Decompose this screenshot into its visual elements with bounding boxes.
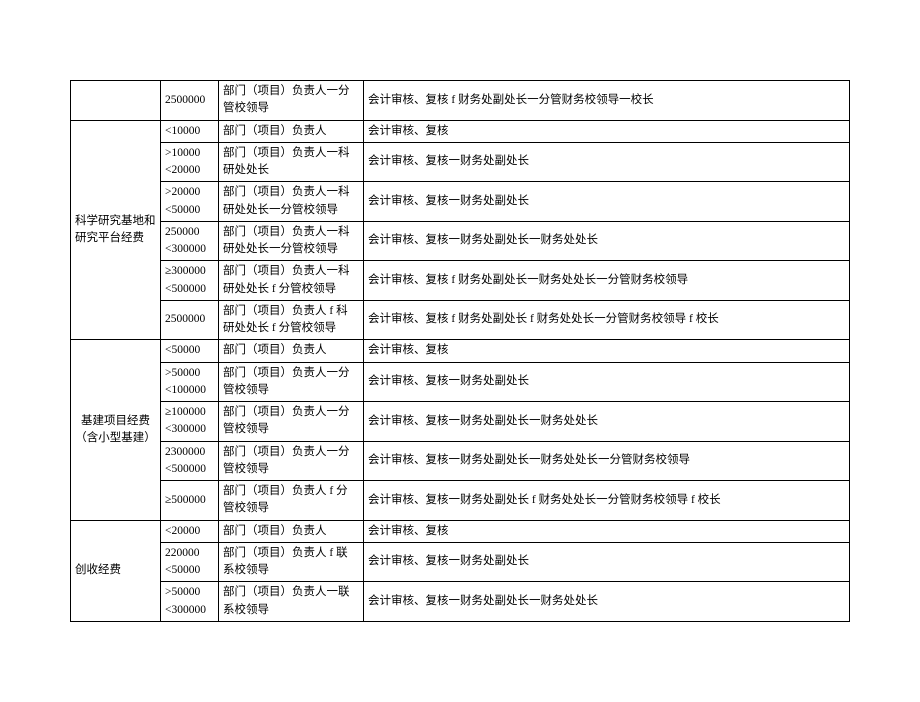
finance-cell: 会计审核、复核一财务处副处长一财务处处长一分管财务校领导 xyxy=(364,441,850,481)
approval-cell: 部门（项目）负责人一联系校领导 xyxy=(219,582,364,622)
amount-cell: 220000 <50000 xyxy=(161,542,219,582)
approval-cell: 部门（项目）负责人 f 分管校领导 xyxy=(219,481,364,521)
finance-cell: 会计审核、复核 f 财务处副处长一分管财务校领导一校长 xyxy=(364,81,850,121)
table-row: >50000 <300000部门（项目）负责人一联系校领导会计审核、复核一财务处… xyxy=(71,582,850,622)
finance-cell: 会计审核、复核一财务处副处长 xyxy=(364,542,850,582)
approval-cell: 部门（项目）负责人一分管校领导 xyxy=(219,362,364,402)
category-cell xyxy=(71,81,161,121)
amount-cell: >50000 <100000 xyxy=(161,362,219,402)
table-row: 220000 <50000部门（项目）负责人 f 联系校领导会计审核、复核一财务… xyxy=(71,542,850,582)
finance-cell: 会计审核、复核 xyxy=(364,120,850,142)
amount-cell: 2500000 xyxy=(161,81,219,121)
table-row: ≥500000部门（项目）负责人 f 分管校领导会计审核、复核一财务处副处长 f… xyxy=(71,481,850,521)
amount-cell: ≥500000 xyxy=(161,481,219,521)
table-row: ≥100000 <300000部门（项目）负责人一分管校领导会计审核、复核一财务… xyxy=(71,402,850,442)
finance-cell: 会计审核、复核一财务处副处长一财务处处长 xyxy=(364,582,850,622)
category-cell: 基建项目经费（含小型基建） xyxy=(71,340,161,520)
finance-cell: 会计审核、复核一财务处副处长一财务处处长 xyxy=(364,221,850,261)
table-row: >50000 <100000部门（项目）负责人一分管校领导会计审核、复核一财务处… xyxy=(71,362,850,402)
table-row: 2300000 <500000部门（项目）负责人一分管校领导会计审核、复核一财务… xyxy=(71,441,850,481)
table-row: >20000 <50000部门（项目）负责人一科研处处长一分管校领导会计审核、复… xyxy=(71,182,850,222)
amount-cell: 2300000 <500000 xyxy=(161,441,219,481)
finance-cell: 会计审核、复核 xyxy=(364,340,850,362)
approval-cell: 部门（项目）负责人一分管校领导 xyxy=(219,441,364,481)
amount-cell: ≥100000 <300000 xyxy=(161,402,219,442)
finance-cell: 会计审核、复核一财务处副处长一财务处处长 xyxy=(364,402,850,442)
table-row: ≥300000 <500000部门（项目）负责人一科研处处长 f 分管校领导会计… xyxy=(71,261,850,301)
amount-cell: ≥300000 <500000 xyxy=(161,261,219,301)
finance-cell: 会计审核、复核 f 财务处副处长 f 财务处处长一分管财务校领导 f 校长 xyxy=(364,300,850,340)
category-cell: 科学研究基地和研究平台经费 xyxy=(71,120,161,340)
approval-cell: 部门（项目）负责人一科研处处长一分管校领导 xyxy=(219,221,364,261)
amount-cell: <20000 xyxy=(161,520,219,542)
amount-cell: >20000 <50000 xyxy=(161,182,219,222)
table-row: 基建项目经费（含小型基建）<50000部门（项目）负责人会计审核、复核 xyxy=(71,340,850,362)
finance-cell: 会计审核、复核一财务处副处长 xyxy=(364,142,850,182)
approval-cell: 部门（项目）负责人 xyxy=(219,340,364,362)
approval-cell: 部门（项目）负责人 f 联系校领导 xyxy=(219,542,364,582)
table-row: 2500000部门（项目）负责人 f 科研处处长 f 分管校领导会计审核、复核 … xyxy=(71,300,850,340)
finance-cell: 会计审核、复核 xyxy=(364,520,850,542)
approval-cell: 部门（项目）负责人一分管校领导 xyxy=(219,402,364,442)
amount-cell: <50000 xyxy=(161,340,219,362)
approval-cell: 部门（项目）负责人 xyxy=(219,120,364,142)
table-row: 创收经费<20000部门（项目）负责人会计审核、复核 xyxy=(71,520,850,542)
amount-cell: 2500000 xyxy=(161,300,219,340)
finance-cell: 会计审核、复核一财务处副处长 xyxy=(364,182,850,222)
approval-cell: 部门（项目）负责人一科研处处长一分管校领导 xyxy=(219,182,364,222)
approval-cell: 部门（项目）负责人一科研处处长 f 分管校领导 xyxy=(219,261,364,301)
table-row: >10000 <20000部门（项目）负责人一科研处处长会计审核、复核一财务处副… xyxy=(71,142,850,182)
approval-cell: 部门（项目）负责人一科研处处长 xyxy=(219,142,364,182)
approval-table: 2500000部门（项目）负责人一分管校领导会计审核、复核 f 财务处副处长一分… xyxy=(70,80,850,622)
amount-cell: <10000 xyxy=(161,120,219,142)
table-row: 250000 <300000部门（项目）负责人一科研处处长一分管校领导会计审核、… xyxy=(71,221,850,261)
category-cell: 创收经费 xyxy=(71,520,161,621)
finance-cell: 会计审核、复核 f 财务处副处长一财务处处长一分管财务校领导 xyxy=(364,261,850,301)
table-row: 科学研究基地和研究平台经费<10000部门（项目）负责人会计审核、复核 xyxy=(71,120,850,142)
finance-cell: 会计审核、复核一财务处副处长 xyxy=(364,362,850,402)
amount-cell: 250000 <300000 xyxy=(161,221,219,261)
amount-cell: >50000 <300000 xyxy=(161,582,219,622)
amount-cell: >10000 <20000 xyxy=(161,142,219,182)
finance-cell: 会计审核、复核一财务处副处长 f 财务处处长一分管财务校领导 f 校长 xyxy=(364,481,850,521)
approval-cell: 部门（项目）负责人 xyxy=(219,520,364,542)
approval-cell: 部门（项目）负责人一分管校领导 xyxy=(219,81,364,121)
table-row: 2500000部门（项目）负责人一分管校领导会计审核、复核 f 财务处副处长一分… xyxy=(71,81,850,121)
approval-cell: 部门（项目）负责人 f 科研处处长 f 分管校领导 xyxy=(219,300,364,340)
